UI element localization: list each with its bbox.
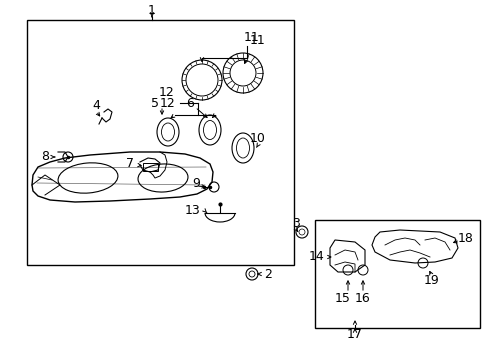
Text: 14: 14	[308, 251, 324, 264]
Bar	[314, 220, 479, 328]
Text: 17: 17	[346, 328, 362, 342]
Text: 12: 12	[160, 96, 176, 109]
Text: 11: 11	[250, 33, 265, 46]
Text: 3: 3	[291, 216, 299, 230]
Text: 12: 12	[159, 86, 175, 99]
Text: 10: 10	[249, 131, 265, 144]
Text: 6: 6	[185, 96, 194, 109]
Text: 9: 9	[192, 176, 200, 189]
Text: 16: 16	[354, 292, 370, 305]
Text: 5: 5	[151, 96, 159, 109]
Text: 4: 4	[92, 99, 100, 112]
Text: 8: 8	[41, 149, 49, 162]
Text: 11: 11	[244, 31, 259, 44]
Text: 2: 2	[264, 267, 271, 280]
Text: 15: 15	[334, 292, 350, 305]
Text: 7: 7	[126, 157, 134, 170]
Text: 19: 19	[423, 274, 439, 287]
Text: 18: 18	[457, 231, 473, 244]
Bar	[27, 20, 293, 265]
Text: 13: 13	[185, 203, 201, 216]
Text: 1: 1	[148, 4, 156, 17]
Bar	[142, 163, 158, 171]
